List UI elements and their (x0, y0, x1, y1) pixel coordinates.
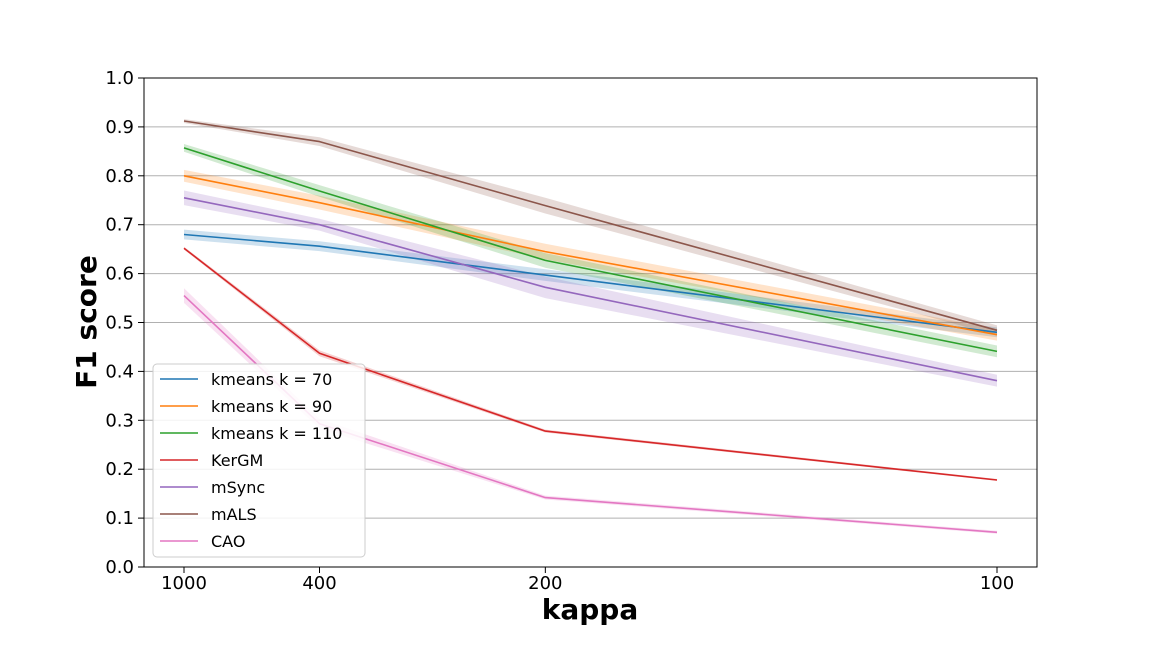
series-lines (183, 120, 998, 534)
legend-label-kmeans-k-70: kmeans k = 70 (211, 370, 332, 389)
y-tick-label: 0.6 (105, 264, 134, 285)
y-axis: 0.0 0.1 0.2 0.3 0.4 0.5 0.6 0.7 0.8 0.9 1.0 (105, 68, 144, 578)
legend: kmeans k = 70 kmeans k = 90 kmeans k = 110… (152, 363, 366, 558)
x-tick-label: 100 (980, 573, 1014, 594)
series-line-kmeans-k-70 (183, 233, 998, 334)
x-tick-label: 1000 (161, 573, 207, 594)
legend-label-cao: CAO (211, 532, 245, 551)
series-line-kmeans-k-90 (183, 175, 998, 336)
band-kmeans-k-110 (184, 144, 997, 358)
y-tick-label: 0.9 (105, 117, 134, 138)
y-tick-label: 0.0 (105, 557, 134, 578)
x-axis-title: kappa (542, 593, 639, 626)
series-line-mals (183, 120, 998, 332)
y-tick-label: 0.5 (105, 313, 134, 334)
series-line-cao (183, 295, 998, 534)
legend-label-kmeans-k-110: kmeans k = 110 (211, 424, 342, 443)
legend-label-kmeans-k-90: kmeans k = 90 (211, 397, 332, 416)
y-tick-label: 0.2 (105, 459, 134, 480)
y-tick-label: 0.4 (105, 361, 134, 382)
y-tick-label: 0.3 (105, 410, 134, 431)
legend-label-msync: mSync (211, 478, 265, 497)
legend-label-mals: mALS (211, 505, 257, 524)
x-tick-label: 200 (528, 573, 562, 594)
series-line-kergm (183, 247, 998, 481)
band-msync (184, 190, 997, 387)
series-line-msync (183, 197, 998, 382)
y-tick-label: 0.8 (105, 166, 134, 187)
y-tick-label: 0.7 (105, 215, 134, 236)
x-axis: 1000 400 200 100 (161, 567, 1014, 594)
y-axis-title: F1 score (70, 255, 103, 389)
legend-box (152, 363, 366, 558)
x-tick-label: 400 (302, 573, 336, 594)
legend-label-kergm: KerGM (211, 451, 263, 470)
y-tick-label: 1.0 (105, 68, 134, 89)
series-line-kmeans-k-110 (183, 147, 998, 353)
y-tick-label: 0.1 (105, 508, 134, 529)
